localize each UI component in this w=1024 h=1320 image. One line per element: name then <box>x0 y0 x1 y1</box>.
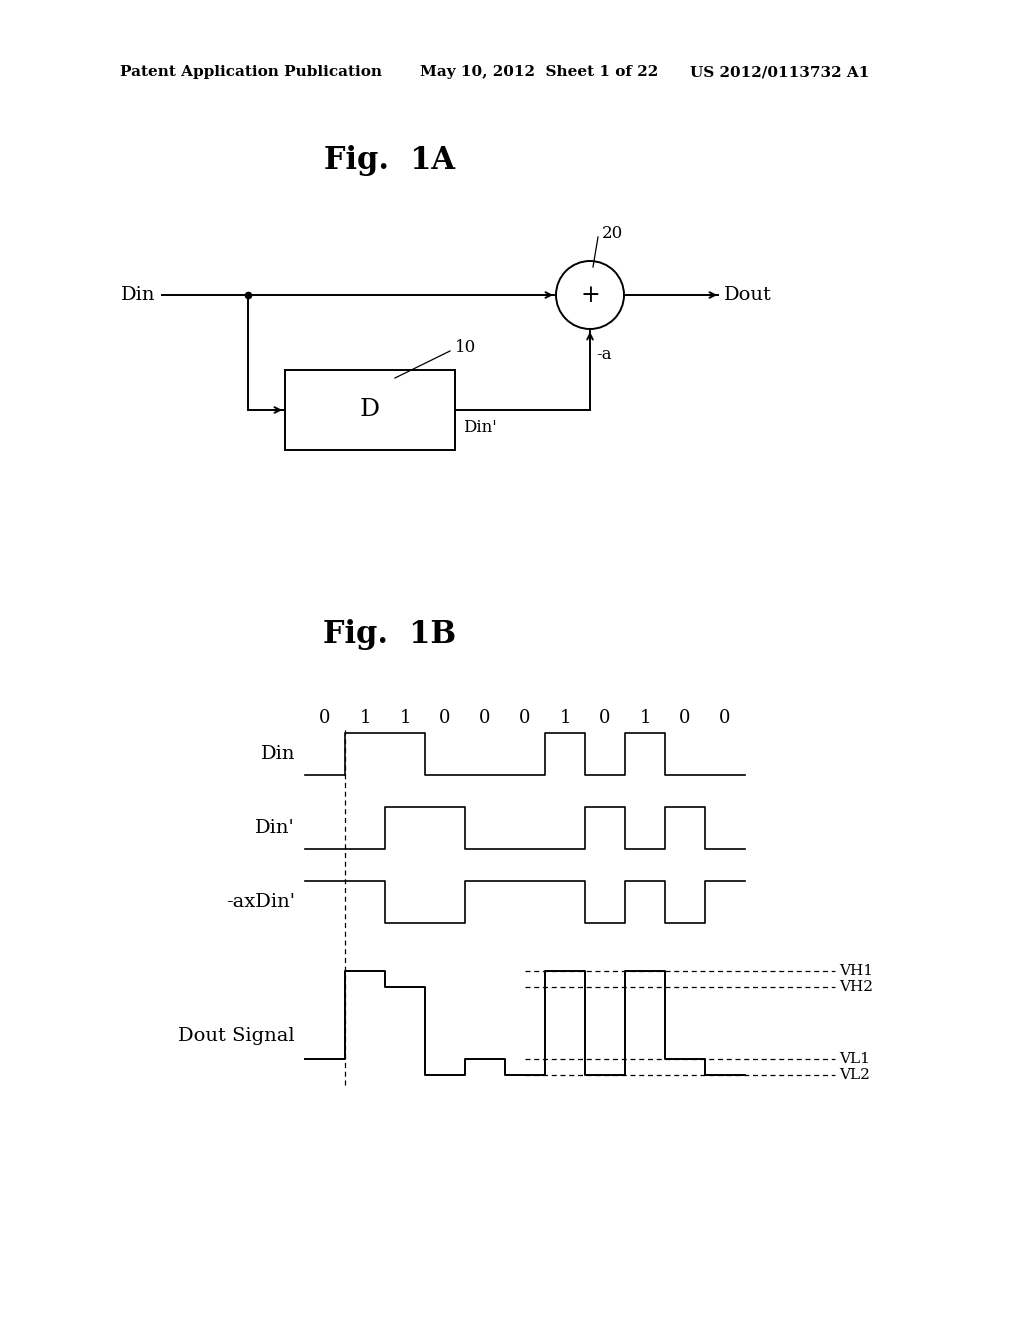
Text: 0: 0 <box>719 709 731 727</box>
Text: VL2: VL2 <box>839 1068 869 1082</box>
Text: 1: 1 <box>559 709 570 727</box>
Text: 1: 1 <box>399 709 411 727</box>
Text: 1: 1 <box>359 709 371 727</box>
Text: 0: 0 <box>479 709 490 727</box>
Text: 1: 1 <box>639 709 650 727</box>
Text: Fig.  1B: Fig. 1B <box>324 619 457 651</box>
Text: -a: -a <box>596 346 611 363</box>
Text: Din: Din <box>260 744 295 763</box>
Text: 10: 10 <box>455 339 476 356</box>
Text: VH1: VH1 <box>839 964 873 978</box>
Text: Fig.  1A: Fig. 1A <box>325 144 456 176</box>
Text: 0: 0 <box>599 709 610 727</box>
Text: +: + <box>581 284 600 306</box>
Text: Din: Din <box>121 286 155 304</box>
Text: D: D <box>360 399 380 421</box>
Text: Dout: Dout <box>724 286 772 304</box>
Bar <box>285 370 455 450</box>
Circle shape <box>556 261 624 329</box>
Text: May 10, 2012  Sheet 1 of 22: May 10, 2012 Sheet 1 of 22 <box>420 65 658 79</box>
Text: Dout Signal: Dout Signal <box>178 1027 295 1045</box>
Text: VH2: VH2 <box>839 979 873 994</box>
Text: VL1: VL1 <box>839 1052 869 1067</box>
Text: US 2012/0113732 A1: US 2012/0113732 A1 <box>690 65 869 79</box>
Text: 20: 20 <box>602 224 624 242</box>
Text: 0: 0 <box>679 709 691 727</box>
Text: Din': Din' <box>463 420 497 437</box>
Text: Patent Application Publication: Patent Application Publication <box>120 65 382 79</box>
Text: 0: 0 <box>439 709 451 727</box>
Text: 0: 0 <box>519 709 530 727</box>
Text: -axDin': -axDin' <box>226 894 295 911</box>
Text: Din': Din' <box>255 818 295 837</box>
Text: 0: 0 <box>319 709 331 727</box>
